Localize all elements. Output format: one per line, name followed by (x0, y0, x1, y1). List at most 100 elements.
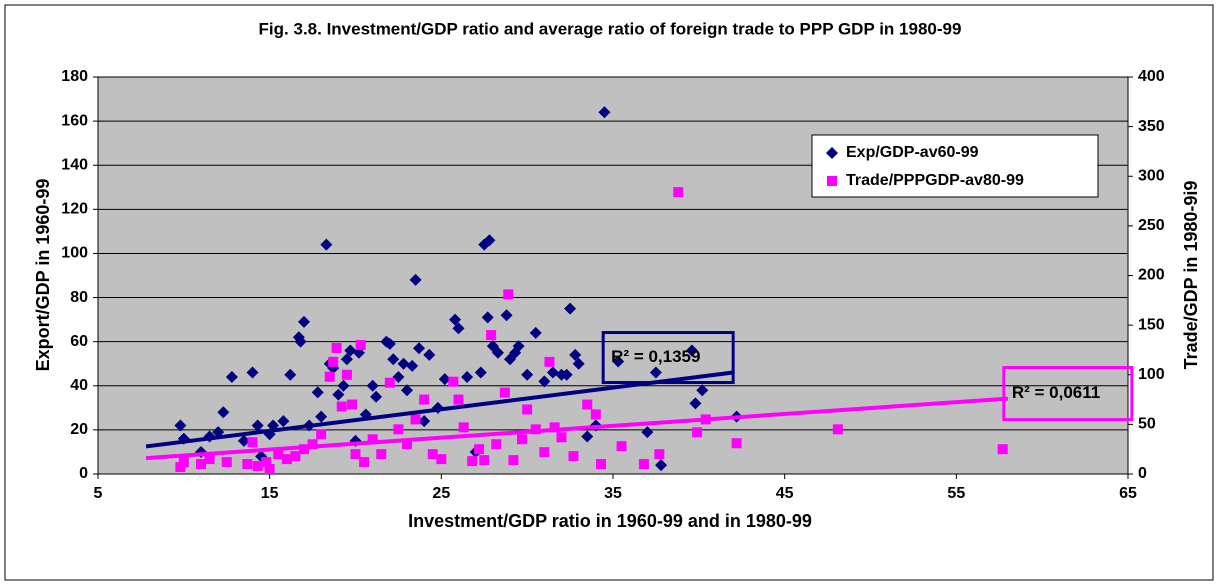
y2-tick-label: 0 (1138, 465, 1147, 482)
point (355, 339, 366, 350)
point (483, 234, 496, 247)
x-tick-label: 45 (776, 485, 794, 502)
point (370, 390, 383, 403)
point (340, 353, 353, 366)
point (997, 444, 1008, 455)
y2-tick-label: 200 (1138, 267, 1165, 284)
point (410, 414, 421, 425)
point (337, 379, 350, 392)
r2-box (601, 331, 735, 385)
r2-label: R² = 0,1359 (611, 347, 700, 366)
y-tick-label: 80 (70, 289, 88, 306)
legend-marker (827, 176, 837, 186)
legend-label: Exp/GDP-av60-99 (846, 144, 979, 161)
y2-tick-label: 150 (1138, 316, 1165, 333)
point (237, 434, 250, 447)
point (246, 366, 259, 379)
point (311, 386, 324, 399)
point (685, 344, 698, 357)
point (331, 342, 342, 353)
point (436, 454, 447, 465)
point (393, 424, 404, 435)
point (458, 422, 469, 433)
point (481, 311, 494, 324)
point (347, 399, 358, 410)
point (503, 289, 514, 300)
point (569, 348, 582, 361)
point (273, 449, 284, 460)
x-tick-label: 5 (94, 485, 103, 502)
y-tick-label: 180 (61, 68, 88, 85)
point (568, 451, 579, 462)
point (486, 330, 497, 341)
point (479, 455, 490, 466)
point (277, 415, 290, 428)
point (217, 406, 230, 419)
point (196, 459, 206, 470)
point (595, 459, 606, 470)
y2-tick-label: 400 (1138, 68, 1165, 85)
point (328, 356, 339, 367)
point (359, 457, 370, 468)
point (366, 379, 379, 392)
legend-label: Trade/PPPGDP-av80-99 (846, 172, 1024, 189)
point (247, 437, 258, 448)
point (438, 373, 451, 386)
point (367, 434, 378, 445)
y-tick-label: 140 (61, 156, 88, 173)
chart-title: Fig. 3.8. Investment/GDP ratio and avera… (259, 19, 962, 38)
point (397, 357, 410, 370)
point (689, 397, 702, 410)
r2-label: R² = 0,0611 (1012, 383, 1100, 402)
point (452, 322, 465, 335)
point (461, 370, 474, 383)
point (341, 369, 352, 380)
point (409, 273, 422, 286)
y2-tick-label: 250 (1138, 217, 1165, 234)
point (638, 459, 649, 470)
point (544, 356, 555, 367)
x-axis-label: Investment/GDP ratio in 1960-99 and in 1… (408, 511, 812, 531)
point (731, 438, 742, 449)
point (423, 348, 436, 361)
point (474, 444, 485, 455)
point (320, 238, 333, 251)
point (252, 461, 263, 472)
point (298, 315, 310, 328)
point (696, 384, 709, 397)
point (590, 409, 601, 420)
point (387, 353, 400, 366)
point (384, 377, 395, 388)
point (350, 449, 361, 460)
point (654, 449, 665, 460)
point (560, 368, 573, 381)
point (474, 366, 487, 379)
point (242, 459, 253, 470)
point (406, 359, 419, 372)
point (418, 415, 431, 428)
point (616, 441, 627, 452)
point (546, 366, 559, 379)
point (649, 366, 662, 379)
point (582, 399, 593, 410)
point (467, 456, 478, 467)
point (517, 434, 528, 445)
r2-box (1002, 366, 1134, 422)
point (332, 388, 345, 401)
point (315, 410, 328, 423)
point (264, 464, 275, 475)
point (281, 454, 292, 465)
point (564, 302, 577, 315)
point (556, 432, 567, 443)
trendline (145, 370, 734, 449)
point (655, 459, 668, 472)
point (612, 355, 625, 368)
point (491, 439, 502, 450)
legend (811, 134, 1099, 198)
point (453, 394, 464, 405)
y2-tick-label: 350 (1138, 118, 1165, 135)
y-tick-label: 0 (79, 465, 88, 482)
point (491, 346, 504, 359)
point (692, 427, 703, 438)
